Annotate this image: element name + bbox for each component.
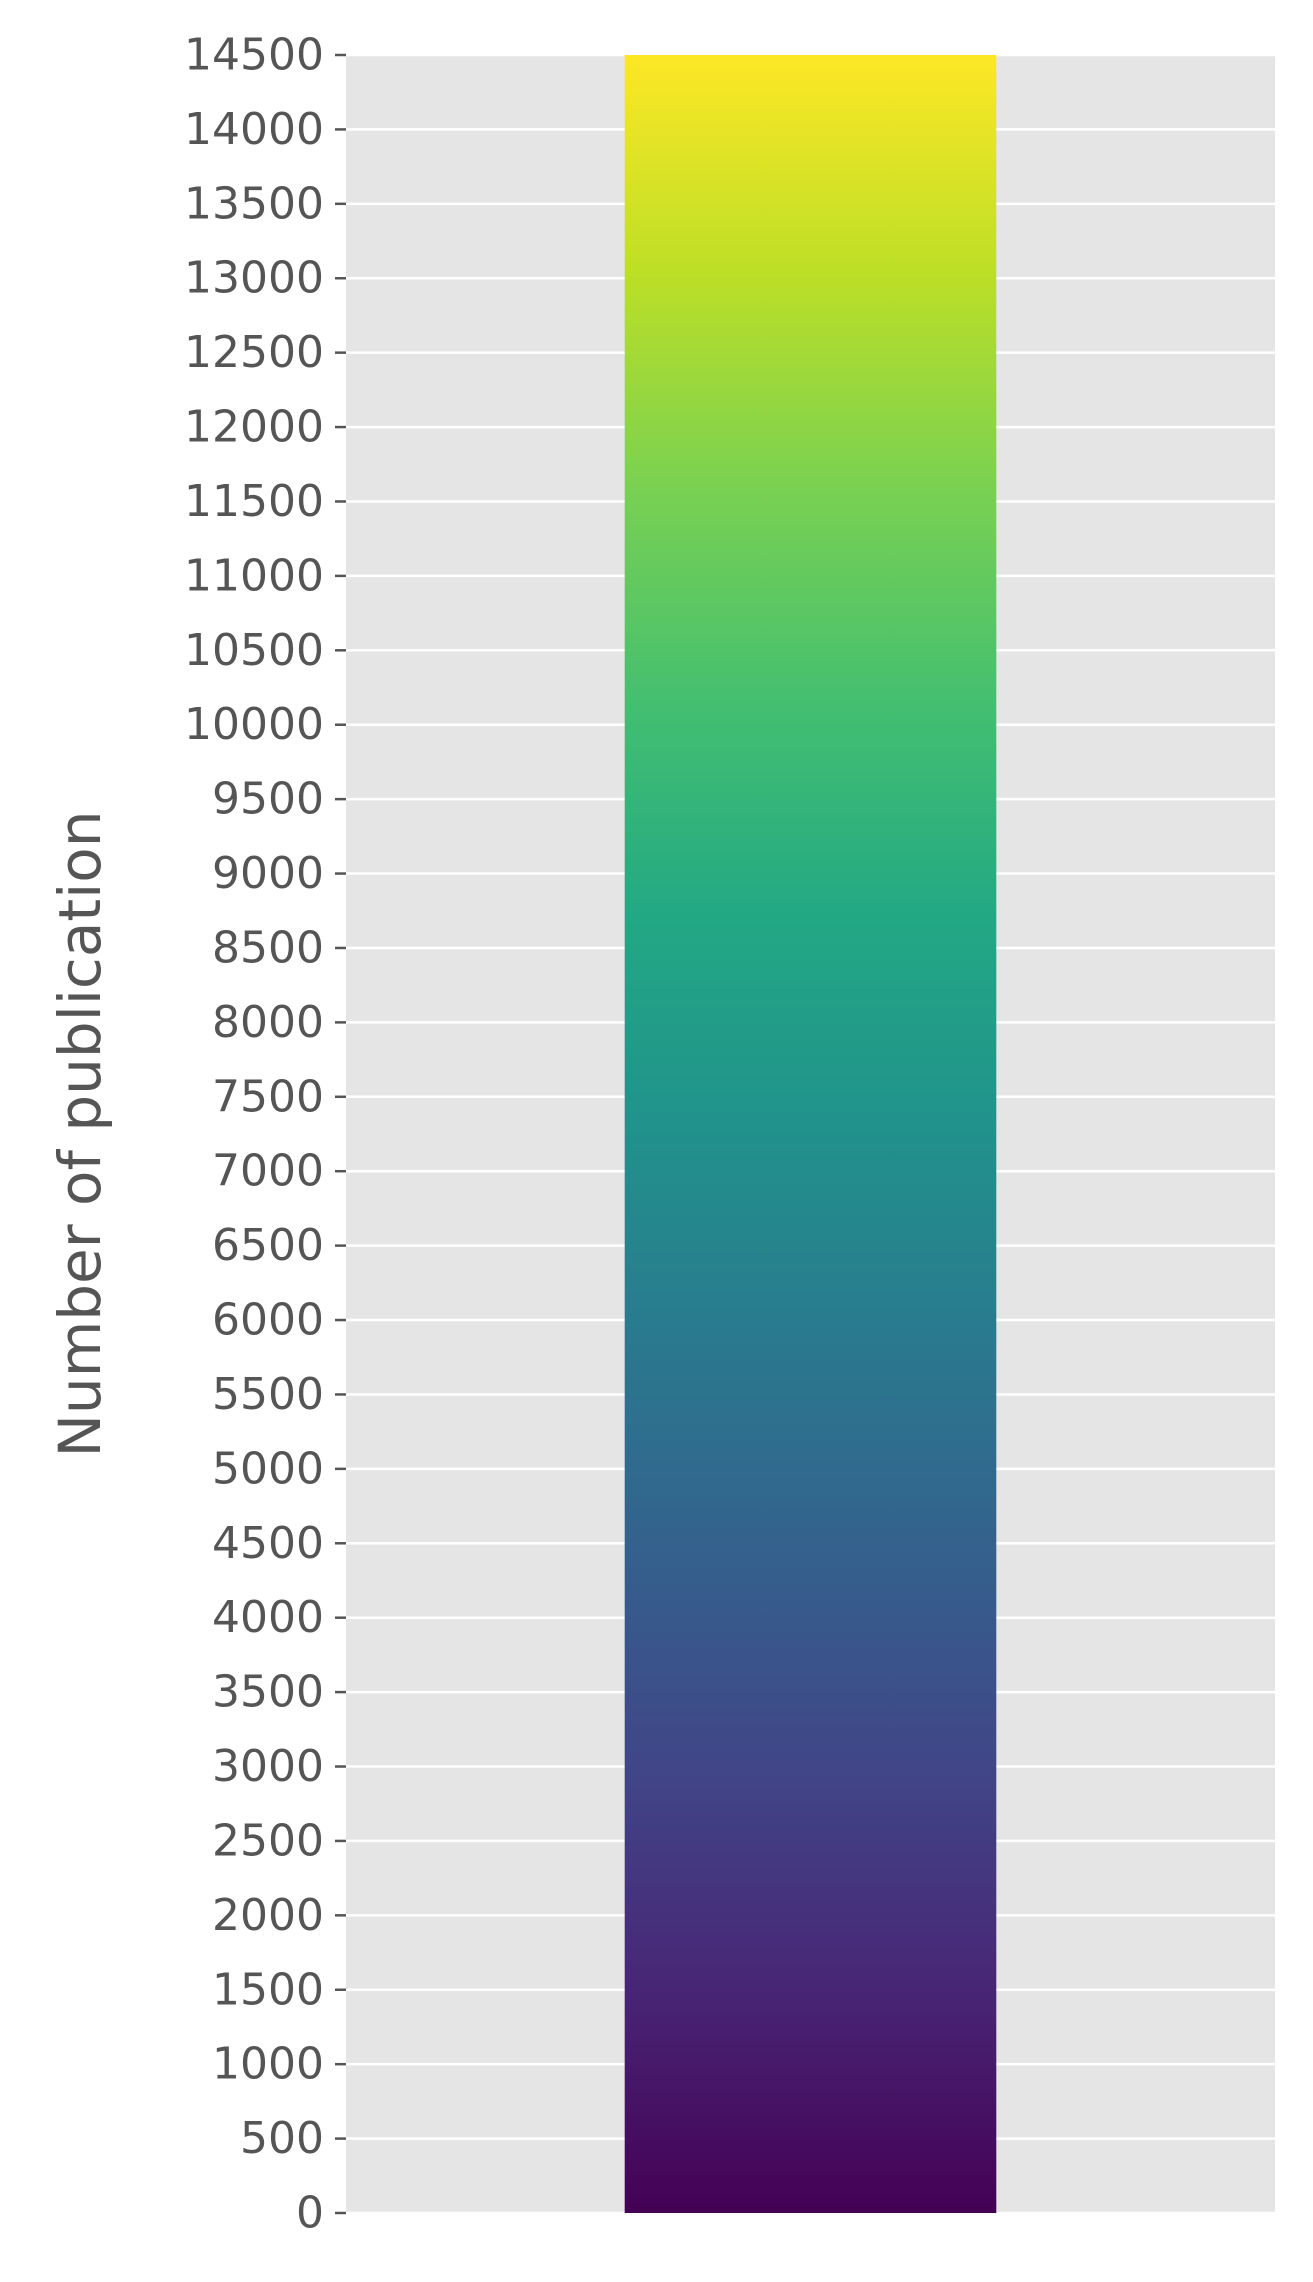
y-tick-label: 4500 bbox=[212, 1518, 324, 1569]
y-tick-label: 11000 bbox=[184, 550, 324, 601]
y-tick-label: 1000 bbox=[212, 2039, 324, 2090]
y-tick-label: 500 bbox=[240, 2113, 324, 2164]
y-tick-label: 5000 bbox=[212, 1443, 324, 1494]
y-tick-label: 8000 bbox=[212, 997, 324, 1048]
bars bbox=[624, 55, 997, 2213]
y-tick-label: 7500 bbox=[212, 1071, 324, 1122]
y-tick-label: 14500 bbox=[184, 30, 324, 81]
y-tick-label: 7000 bbox=[212, 1146, 324, 1197]
y-tick-label: 12500 bbox=[184, 327, 324, 378]
y-axis-tick-labels: 0 500 1000 1500 2000 2500 3000 3500 4000 4500 5000… bbox=[184, 30, 324, 2239]
y-tick-label: 1500 bbox=[212, 1964, 324, 2015]
y-axis-title: Number of publication bbox=[46, 811, 114, 1458]
y-tick-label: 0 bbox=[296, 2188, 324, 2239]
y-tick-label: 10000 bbox=[184, 699, 324, 750]
y-tick-label: 6000 bbox=[212, 1295, 324, 1346]
y-tick-label: 3500 bbox=[212, 1667, 324, 1718]
y-tick-label: 8500 bbox=[212, 922, 324, 973]
y-tick-label: 2500 bbox=[212, 1815, 324, 1866]
y-tick-label: 10500 bbox=[184, 625, 324, 676]
y-tick-label: 13500 bbox=[184, 178, 324, 229]
bar bbox=[624, 55, 997, 2213]
y-tick-label: 3000 bbox=[212, 1741, 324, 1792]
y-tick-label: 4000 bbox=[212, 1592, 324, 1643]
y-tick-label: 9000 bbox=[212, 848, 324, 899]
y-tick-label: 6500 bbox=[212, 1220, 324, 1271]
y-tick-label: 13000 bbox=[184, 253, 324, 304]
y-tick-label: 14000 bbox=[184, 104, 324, 155]
y-tick-label: 9500 bbox=[212, 774, 324, 825]
y-tick-label: 2000 bbox=[212, 1890, 324, 1941]
y-tick-label: 11500 bbox=[184, 476, 324, 527]
y-tick-label: 12000 bbox=[184, 402, 324, 453]
y-axis-ticks bbox=[335, 53, 346, 2215]
y-tick-label: 5500 bbox=[212, 1369, 324, 1420]
